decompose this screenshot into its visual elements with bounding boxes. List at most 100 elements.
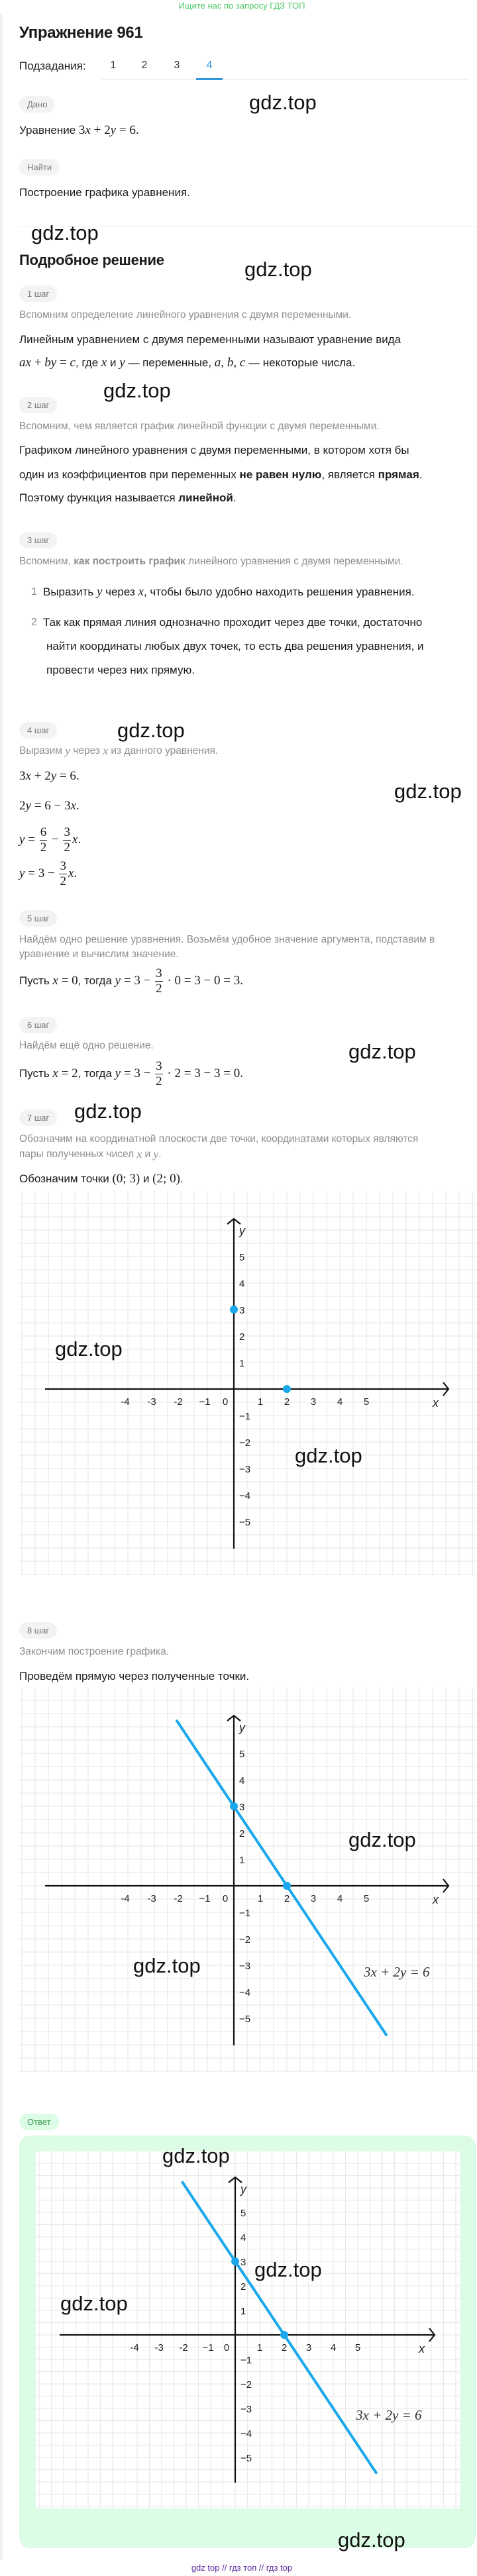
tab-subtask-2[interactable]: 2 xyxy=(141,60,148,71)
watermark: gdz.top xyxy=(31,221,99,244)
y-tick-label: −3 xyxy=(239,1464,250,1475)
active-tab-indicator xyxy=(196,78,223,80)
watermark: gdz.top xyxy=(117,719,185,742)
text-segment: Вспомним, xyxy=(19,556,74,567)
step-4-label: 4 шаг xyxy=(19,722,58,739)
x-tick-label: 2 xyxy=(284,1893,290,1904)
tab-subtask-1[interactable]: 1 xyxy=(110,60,117,71)
watermark: gdz.top xyxy=(244,258,312,281)
math-variable: x xyxy=(138,585,144,599)
text-segment: , где xyxy=(75,356,101,369)
math-expression: 2 xyxy=(19,799,26,813)
x-tick-label: 5 xyxy=(364,1396,369,1408)
bold-text: как построить график xyxy=(74,556,186,567)
math-variable: x xyxy=(52,1066,58,1080)
math-variable: x xyxy=(136,1148,142,1160)
text-segment: , тогда xyxy=(78,1067,115,1080)
page-card-edge xyxy=(0,13,3,2560)
text-segment: и xyxy=(140,1172,153,1185)
y-tick-label: 4 xyxy=(239,1775,244,1786)
find-label: Найти xyxy=(19,159,60,176)
y-tick-label: 1 xyxy=(239,1855,244,1866)
y-tick-label: 1 xyxy=(240,2306,246,2317)
math-expression: . xyxy=(78,833,81,847)
fraction-numerator: 3 xyxy=(59,858,67,874)
y-tick-label: 5 xyxy=(240,2208,246,2219)
find-text: Построение графика уравнения. xyxy=(19,185,190,200)
watermark: gdz.top xyxy=(295,1444,362,1467)
y-tick-label: −5 xyxy=(239,2014,250,2025)
text-segment: Поэтому функция называется xyxy=(19,491,179,504)
step-6-label: 6 шаг xyxy=(19,1017,58,1033)
watermark: gdz.top xyxy=(162,2144,230,2167)
math-expression: + xyxy=(30,356,45,370)
y-tick-label: 4 xyxy=(240,2232,246,2243)
math-variable: by xyxy=(44,356,57,370)
fraction-denominator: 2 xyxy=(64,840,70,854)
x-tick-label: -4 xyxy=(130,2342,138,2353)
watermark: gdz.top xyxy=(394,780,462,803)
tab-subtask-3[interactable]: 3 xyxy=(174,60,180,71)
text-segment: Выразим xyxy=(19,745,66,756)
x-tick-label: 4 xyxy=(337,1396,343,1408)
text-segment: через xyxy=(102,586,138,598)
list-number: 2 xyxy=(31,617,37,628)
text-segment: Линейным уравнением с двумя переменными … xyxy=(19,333,401,346)
y-tick-label: −1 xyxy=(240,2355,252,2366)
math-variable: x xyxy=(52,974,58,988)
y-tick-label: 2 xyxy=(239,1828,244,1839)
y-axis-label: y xyxy=(239,2183,247,2196)
x-tick-label: 2 xyxy=(282,2342,287,2353)
y-tick-label: 3 xyxy=(240,2257,246,2268)
bold-text: прямая xyxy=(378,468,419,481)
step-2-text: один из коэффициентов при переменных не … xyxy=(19,468,422,482)
math-variable: a xyxy=(214,356,221,370)
step-8-hint: Закончим построение графика. xyxy=(19,1645,169,1659)
text-segment: Пусть xyxy=(19,1067,53,1080)
tab-subtask-4[interactable]: 4 xyxy=(206,60,213,71)
text-segment: пары полученных чисел xyxy=(19,1149,137,1160)
x-tick-label: 3 xyxy=(306,2342,311,2353)
step-2-text: Поэтому функция называется линейной. xyxy=(19,491,237,505)
x-tick-label: 1 xyxy=(258,1893,263,1904)
y-axis-arrow xyxy=(227,1217,241,1225)
math-expression: . xyxy=(76,799,80,813)
watermark: gdz.top xyxy=(249,91,317,114)
math-expression: (2; 0) xyxy=(152,1172,180,1186)
text-segment: линейного уравнения с двумя переменными. xyxy=(185,556,403,567)
fraction-numerator: 3 xyxy=(155,1058,163,1074)
math-expression: 3 xyxy=(19,769,26,783)
list-item: Так как прямая линия однозначно проходит… xyxy=(43,615,422,630)
x-axis-label: x xyxy=(432,1396,439,1410)
x-tick-label: -2 xyxy=(174,1893,182,1904)
step-2-text: Графиком линейного уравнения с двумя пер… xyxy=(19,443,409,458)
watermark: gdz.top xyxy=(133,1954,201,1977)
math-variable: y xyxy=(50,769,57,783)
x-tick-label: 2 xyxy=(284,1396,290,1408)
y-axis-label: y xyxy=(238,1224,246,1237)
x-tick-label: 3 xyxy=(311,1396,316,1408)
bold-text: линейной xyxy=(178,491,233,504)
x-tick-label: −1 xyxy=(202,2342,213,2353)
text-segment: Пусть xyxy=(19,974,53,987)
answer-label: Ответ xyxy=(19,2114,59,2130)
step-5-hint: уравнение и вычислим значение. xyxy=(19,947,179,962)
given-label: Дано xyxy=(19,96,56,113)
math-expression: = 6. xyxy=(56,769,80,783)
step-1-hint: Вспомним определение линейного уравнения… xyxy=(19,308,351,323)
x-tick-label: −1 xyxy=(199,1396,210,1408)
watermark: gdz.top xyxy=(74,1100,142,1123)
text-segment: один из коэффициентов при переменных xyxy=(19,468,240,481)
fraction-denominator: 2 xyxy=(40,840,47,854)
math-variable: y xyxy=(119,356,125,370)
x-tick-label: -2 xyxy=(179,2342,187,2353)
page-title: Упражнение 961 xyxy=(19,24,143,42)
text-segment: через xyxy=(70,745,103,756)
math-variable: y xyxy=(96,585,103,599)
graph-line-3x-2y-6 xyxy=(176,1720,388,2036)
math-expression: + 2 xyxy=(90,123,111,137)
text-segment: Обозначим точки xyxy=(19,1172,113,1185)
